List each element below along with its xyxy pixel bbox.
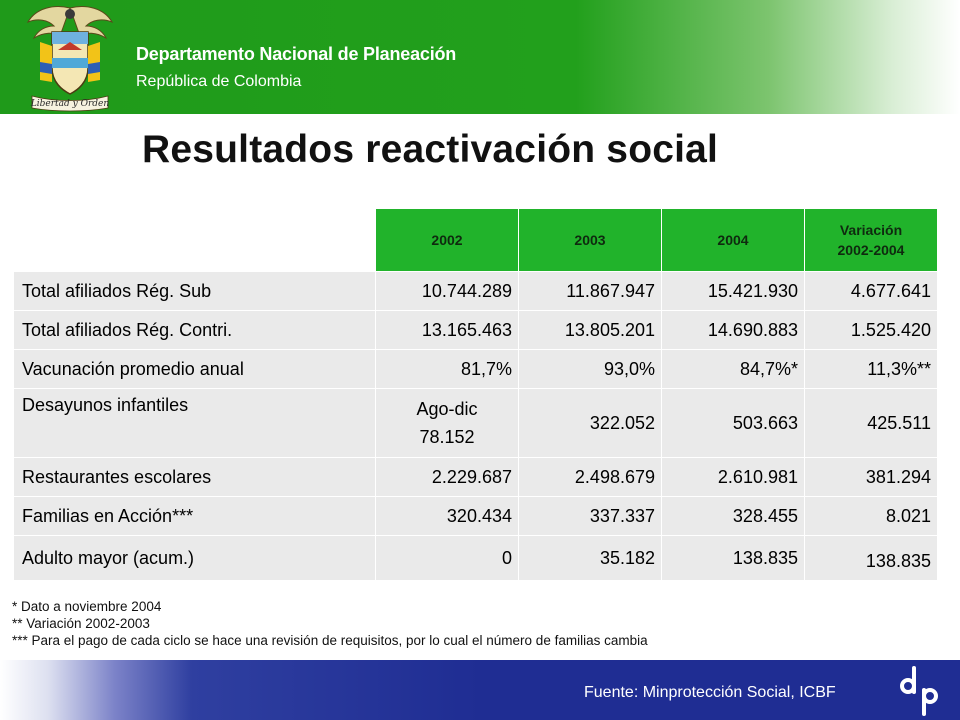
cell-variacion: 425.511 (804, 388, 938, 458)
cell-2003: 13.805.201 (518, 310, 662, 350)
cell-2004: 15.421.930 (661, 271, 805, 311)
cell-variacion: 8.021 (804, 496, 938, 536)
results-table: 2002 2003 2004 Variación 2002-2004 Total… (13, 208, 938, 581)
table-header-row: 2002 2003 2004 Variación 2002-2004 (13, 208, 938, 272)
cell-2002: 13.165.463 (375, 310, 519, 350)
table-row: Total afiliados Rég. Contri. 13.165.463 … (13, 310, 938, 350)
cell-2003: 93,0% (518, 349, 662, 389)
cell-2002-line2: 78.152 (419, 427, 475, 447)
cell-2004: 84,7%* (661, 349, 805, 389)
column-header-2003: 2003 (518, 208, 662, 272)
table-corner-cell (13, 208, 376, 272)
cell-variacion: 11,3%** (804, 349, 938, 389)
cell-2004: 14.690.883 (661, 310, 805, 350)
cell-variacion: 4.677.641 (804, 271, 938, 311)
cell-2003: 2.498.679 (518, 457, 662, 497)
footer-bar (0, 660, 960, 720)
cell-2002-line1: Ago-dic (416, 399, 478, 419)
cell-2002: 2.229.687 (375, 457, 519, 497)
footnote-1: * Dato a noviembre 2004 (12, 599, 162, 614)
row-label: Restaurantes escolares (13, 457, 376, 497)
column-header-2004: 2004 (661, 208, 805, 272)
row-label: Total afiliados Rég. Sub (13, 271, 376, 311)
page-title: Resultados reactivación social (142, 128, 719, 171)
table-row: Restaurantes escolares 2.229.687 2.498.6… (13, 457, 938, 497)
footnote-2: ** Variación 2002-2003 (12, 616, 150, 631)
table-row: Total afiliados Rég. Sub 10.744.289 11.8… (13, 271, 938, 311)
motto-text: Libertad y Orden (30, 99, 110, 109)
table-row: Adulto mayor (acum.) 0 35.182 138.835 13… (13, 535, 938, 581)
row-label: Vacunación promedio anual (13, 349, 376, 389)
cell-2003: 337.337 (518, 496, 662, 536)
source-text: Fuente: Minprotección Social, ICBF (584, 684, 836, 701)
coat-of-arms-emblem (26, 6, 114, 112)
cell-2004: 2.610.981 (661, 457, 805, 497)
cell-variacion: 138.835 (804, 535, 938, 581)
footnote-3: *** Para el pago de cada ciclo se hace u… (12, 633, 648, 648)
cell-2002: 0 (375, 535, 519, 581)
cell-variacion: 381.294 (804, 457, 938, 497)
cell-2004: 138.835 (661, 535, 805, 581)
cell-2003: 35.182 (518, 535, 662, 581)
cell-2004: 328.455 (661, 496, 805, 536)
row-label: Adulto mayor (acum.) (13, 535, 376, 581)
row-label: Total afiliados Rég. Contri. (13, 310, 376, 350)
cell-variacion: 1.525.420 (804, 310, 938, 350)
table-row: Vacunación promedio anual 81,7% 93,0% 84… (13, 349, 938, 389)
table-row: Desayunos infantiles Ago-dic 78.152 322.… (13, 388, 938, 458)
dnp-logo-icon (900, 666, 938, 716)
variacion-header-text: Variación 2002-2004 (837, 222, 905, 258)
row-label: Familias en Acción*** (13, 496, 376, 536)
cell-2002: 10.744.289 (375, 271, 519, 311)
cell-2002: Ago-dic 78.152 (375, 388, 519, 458)
cell-2002: 320.434 (375, 496, 519, 536)
row-label: Desayunos infantiles (13, 388, 376, 458)
column-header-variacion: Variación 2002-2004 (804, 208, 938, 272)
cell-2002: 81,7% (375, 349, 519, 389)
table-row: Familias en Acción*** 320.434 337.337 32… (13, 496, 938, 536)
organization-name: Departamento Nacional de Planeación (136, 44, 457, 64)
cell-2004: 503.663 (661, 388, 805, 458)
header-banner: Libertad y Orden Departamento Nacional d… (0, 0, 960, 114)
cell-2003: 11.867.947 (518, 271, 662, 311)
column-header-2002: 2002 (375, 208, 519, 272)
cell-2003: 322.052 (518, 388, 662, 458)
footnotes: * Dato a noviembre 2004 ** Variación 200… (12, 598, 648, 649)
organization-subtitle: República de Colombia (136, 73, 302, 90)
